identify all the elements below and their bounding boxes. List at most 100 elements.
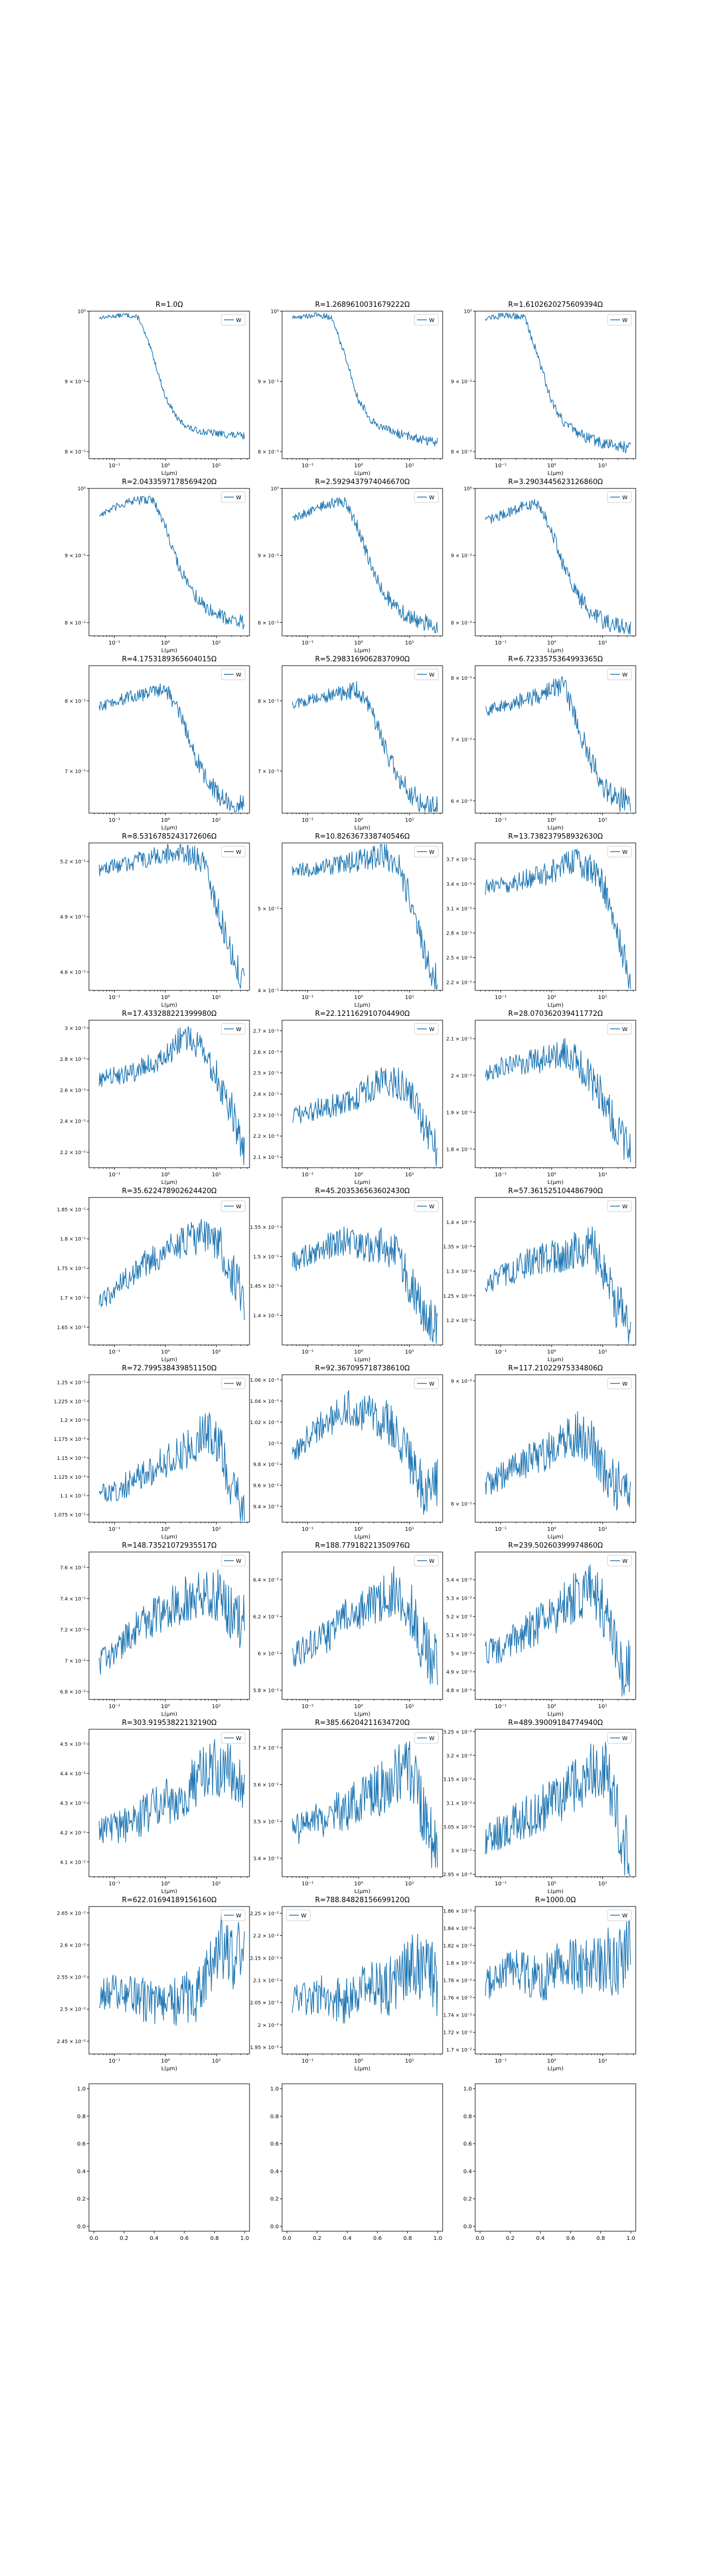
y-tick-label: 2.4 × 10⁻¹ [60, 1119, 86, 1125]
y-tick-label: 1.65 × 10⁻¹ [57, 1325, 86, 1331]
x-tick-label: 0.4 [343, 2236, 352, 2242]
y-tick-label: 1.2 × 10⁻¹ [60, 1418, 86, 1424]
y-tick-label: 0.2 [463, 2197, 472, 2203]
subplot-title: R=788.84828156699120Ω [315, 1896, 410, 1904]
y-tick-label: 0.2 [77, 2197, 86, 2203]
x-tick-label: 10¹ [212, 463, 221, 469]
subplot-18: R=57.361525104486790Ω 10⁻¹ 10⁰ 10¹ L(μm) 1.2 … [443, 1187, 636, 1363]
x-tick-label: 10⁻¹ [495, 2058, 507, 2064]
y-tick-label: 7 × 10⁻¹ [65, 769, 86, 775]
subplot-20: R=92.367095718738610Ω 10⁻¹ 10⁰ 10¹ L(μm) 9.4 … [250, 1364, 443, 1540]
x-tick-label: 10¹ [598, 463, 608, 469]
y-tick-label: 1.78 × 10⁻² [443, 1979, 472, 1984]
y-tick-label: 3.15 × 10⁻² [443, 1778, 472, 1783]
legend-label: W [429, 1204, 434, 1210]
y-tick-label: 9.6 × 10⁻² [253, 1484, 279, 1489]
axes-frame [282, 1551, 443, 1700]
y-tick-label: 2.7 × 10⁻¹ [253, 1029, 279, 1034]
y-tick-label: 3.2 × 10⁻² [446, 1754, 472, 1759]
x-tick-label: 0.2 [120, 2236, 129, 2242]
y-tick-label: 1.0 [77, 2086, 86, 2092]
y-tick-label: 1.55 × 10⁻¹ [250, 1225, 279, 1231]
y-tick-label: 2.6 × 10⁻¹ [253, 1050, 279, 1055]
y-tick-label: 6 × 10⁻² [258, 1652, 279, 1657]
y-tick-label: 1.25 × 10⁻¹ [57, 1380, 86, 1386]
subplot-7: R=4.1753189365604015Ω 10⁻¹ 10⁰ 10¹ L(μm) 7 × … [65, 655, 250, 831]
x-tick-label: 10⁻¹ [108, 995, 120, 1001]
y-tick-label: 3.5 × 10⁻² [253, 1820, 279, 1825]
x-axis-label: L(μm) [354, 471, 370, 476]
subplot-10: R=8.5316785243172606Ω 10⁻¹ 10⁰ 10¹ L(μm) 4.6 … [60, 833, 250, 1008]
axes-frame [88, 488, 250, 636]
y-tick-label: 2.15 × 10⁻² [250, 1956, 279, 1961]
x-tick-label: 0.4 [536, 2236, 545, 2242]
legend-label: W [236, 1559, 241, 1564]
subplot-15: R=28.070362039411772Ω 10⁻¹ 10⁰ 10¹ L(μm) 1.8 … [446, 1010, 636, 1186]
x-tick-label: 10¹ [598, 1881, 608, 1887]
x-tick-label: 10¹ [212, 2058, 221, 2064]
y-tick-label: 1.0 [270, 2086, 279, 2092]
subplot-6: R=3.2903445623126860Ω 10⁻¹ 10⁰ 10¹ L(μm) 8 × … [451, 478, 636, 654]
y-tick-label: 1.4 × 10⁻¹ [253, 1313, 279, 1319]
x-axis-label: L(μm) [161, 648, 177, 654]
y-tick-label: 0.4 [77, 2169, 86, 2175]
y-tick-label: 3.4 × 10⁻¹ [446, 882, 472, 887]
x-tick-label: 10⁻¹ [302, 817, 314, 823]
y-tick-label: 3.7 × 10⁻¹ [446, 858, 472, 863]
axes-frame [88, 1374, 250, 1523]
y-tick-label: 4.6 × 10⁻¹ [60, 970, 86, 976]
x-axis-label: L(μm) [161, 1889, 177, 1895]
legend-label: W [429, 1381, 434, 1387]
y-tick-label: 7.4 × 10⁻² [60, 1596, 86, 1602]
y-tick-label: 1.84 × 10⁻² [443, 1927, 472, 1932]
axes-frame [88, 1020, 250, 1168]
y-tick-label: 5.2 × 10⁻¹ [60, 860, 86, 865]
x-tick-label: 10⁻¹ [302, 1172, 314, 1178]
x-axis-label: L(μm) [161, 1357, 177, 1363]
x-tick-label: 10⁻¹ [302, 2058, 314, 2064]
y-tick-label: 8 × 10⁻¹ [258, 450, 279, 455]
y-tick-label: 4.3 × 10⁻² [60, 1801, 86, 1807]
axes-frame [475, 488, 636, 636]
x-tick-label: 0.8 [403, 2236, 412, 2242]
y-tick-label: 7 × 10⁻¹ [451, 738, 472, 743]
subplot-title: R=148.73521072935517Ω [122, 1542, 217, 1550]
x-tick-label: 10⁰ [161, 1172, 170, 1178]
subplot-title: R=1.0Ω [156, 301, 183, 309]
y-tick-label: 1.95 × 10⁻² [250, 2045, 279, 2051]
y-tick-label: 10⁻¹ [268, 1441, 279, 1447]
subplot-title: R=17.433288221399980Ω [122, 1010, 217, 1018]
series-line-W [485, 312, 631, 453]
x-tick-label: 10¹ [405, 1172, 414, 1178]
y-tick-label: 1.1 × 10⁻¹ [60, 1494, 86, 1499]
y-tick-label: 1.75 × 10⁻¹ [57, 1266, 86, 1272]
legend-label: W [429, 672, 434, 678]
subplot-title: R=45.203536563602430Ω [315, 1187, 410, 1195]
y-tick-label: 2 × 10⁻¹ [451, 1074, 472, 1079]
y-tick-label: 1.8 × 10⁻¹ [60, 1237, 86, 1242]
legend-label: W [622, 318, 628, 324]
y-tick-label: 4.9 × 10⁻¹ [60, 915, 86, 920]
subplot-title: R=622.01694189156160Ω [122, 1896, 217, 1904]
x-tick-label: 10⁻¹ [495, 1881, 507, 1887]
series-line-W [99, 1739, 245, 1844]
legend-label: W [429, 1736, 434, 1742]
series-line-W [485, 1038, 631, 1163]
y-tick-label: 0.0 [77, 2224, 86, 2230]
y-tick-label: 1.85 × 10⁻¹ [57, 1207, 86, 1213]
subplot-33: 0.0 0.0 0.2 0.2 0.4 0.4 0.6 0.6 0.8 0.8 1.0 1.0 [463, 2083, 636, 2242]
y-tick-label: 7.6 × 10⁻² [60, 1566, 86, 1571]
subplot-19: R=72.799538439851150Ω 10⁻¹ 10⁰ 10¹ L(μm) 1.07… [54, 1364, 250, 1540]
y-tick-label: 0.6 [270, 2141, 279, 2147]
x-tick-label: 10⁰ [354, 1527, 363, 1532]
y-tick-label: 2.25 × 10⁻² [250, 1911, 279, 1917]
x-tick-label: 1.0 [240, 2236, 249, 2242]
y-tick-label: 6.2 × 10⁻² [253, 1615, 279, 1620]
y-tick-label: 2.1 × 10⁻² [253, 1979, 279, 1984]
legend-label: W [429, 318, 434, 324]
x-axis-label: L(μm) [161, 471, 177, 476]
series-line-W [292, 1566, 438, 1685]
legend-label: W [236, 1204, 241, 1210]
subplot-title: R=10.826367338740546Ω [315, 833, 410, 841]
x-tick-label: 10⁻¹ [495, 817, 507, 823]
